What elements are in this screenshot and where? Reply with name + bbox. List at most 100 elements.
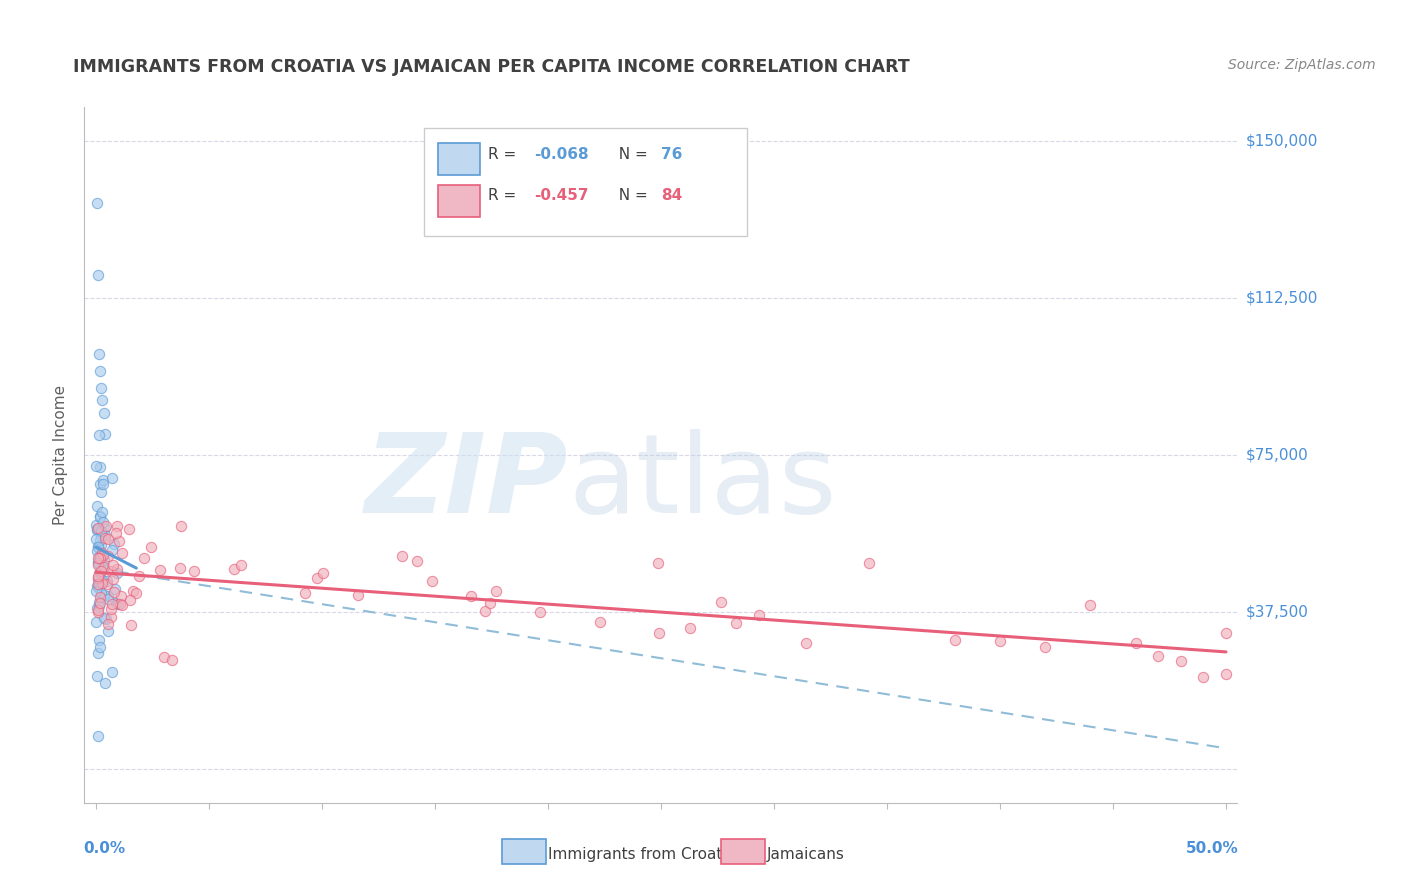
Point xyxy=(86,196,108,211)
Point xyxy=(1170,654,1192,668)
Point xyxy=(87,539,110,553)
Point xyxy=(101,597,124,611)
Text: $112,500: $112,500 xyxy=(1246,290,1317,305)
Point xyxy=(94,521,117,535)
Point xyxy=(97,549,120,563)
Point xyxy=(420,574,443,588)
Point xyxy=(86,458,108,473)
Point xyxy=(391,549,413,563)
Point xyxy=(90,564,112,578)
Point xyxy=(94,531,117,545)
Point xyxy=(312,566,335,581)
Point xyxy=(107,562,129,576)
Point xyxy=(460,589,482,603)
Point xyxy=(101,558,124,573)
Text: 76: 76 xyxy=(661,146,682,161)
Point xyxy=(679,621,702,635)
Text: N =: N = xyxy=(609,188,652,203)
Point xyxy=(647,556,669,570)
Text: Immigrants from Croatia: Immigrants from Croatia xyxy=(548,847,735,862)
Point xyxy=(90,504,112,518)
Point xyxy=(90,524,112,538)
Point xyxy=(89,596,111,610)
Point xyxy=(94,519,117,533)
Point xyxy=(87,594,110,608)
Point xyxy=(87,573,110,587)
Point xyxy=(97,617,120,632)
Point xyxy=(86,523,108,537)
Point xyxy=(87,428,110,442)
Point xyxy=(100,543,122,558)
Text: 0.0%: 0.0% xyxy=(83,841,125,856)
Point xyxy=(89,533,111,547)
Point xyxy=(87,603,110,617)
Point xyxy=(120,617,142,632)
Point xyxy=(87,268,110,282)
Point xyxy=(90,576,112,591)
Point xyxy=(294,585,316,599)
Point xyxy=(1215,626,1237,640)
Point xyxy=(169,561,191,575)
Point xyxy=(104,582,127,597)
Point xyxy=(1147,649,1170,664)
Text: -0.068: -0.068 xyxy=(534,146,589,161)
Point xyxy=(108,598,131,612)
Point xyxy=(1078,598,1101,612)
Point xyxy=(152,649,174,664)
Point xyxy=(87,605,110,619)
Point xyxy=(125,586,148,600)
Point xyxy=(93,611,115,625)
Point xyxy=(89,549,111,563)
Text: $75,000: $75,000 xyxy=(1246,448,1309,462)
Point xyxy=(89,460,111,475)
Point xyxy=(589,615,612,629)
Point xyxy=(86,668,108,682)
Text: N =: N = xyxy=(609,146,652,161)
Point xyxy=(89,590,111,604)
Point xyxy=(134,550,156,565)
Point xyxy=(87,540,110,554)
Point xyxy=(97,591,120,606)
Point xyxy=(100,610,122,624)
Point xyxy=(86,600,108,615)
Point xyxy=(87,646,110,660)
Point xyxy=(87,521,110,535)
Point xyxy=(86,518,108,533)
Point xyxy=(170,519,193,533)
Point xyxy=(90,586,112,600)
Point xyxy=(91,562,114,576)
Point xyxy=(89,599,111,614)
Point xyxy=(183,564,205,578)
Text: atlas: atlas xyxy=(568,429,837,536)
Point xyxy=(118,522,141,536)
Point xyxy=(120,593,142,607)
Point xyxy=(748,608,770,623)
Point xyxy=(229,558,252,573)
Point xyxy=(86,533,108,547)
Point xyxy=(87,347,110,361)
Point xyxy=(101,665,124,680)
Point xyxy=(1033,640,1056,654)
Point xyxy=(794,636,817,650)
Point xyxy=(87,541,110,556)
Point xyxy=(90,485,112,500)
Y-axis label: Per Capita Income: Per Capita Income xyxy=(53,384,69,525)
Point xyxy=(108,533,131,548)
Point xyxy=(97,624,120,639)
Point xyxy=(96,577,118,591)
Text: -0.457: -0.457 xyxy=(534,188,589,203)
Text: IMMIGRANTS FROM CROATIA VS JAMAICAN PER CAPITA INCOME CORRELATION CHART: IMMIGRANTS FROM CROATIA VS JAMAICAN PER … xyxy=(73,58,910,77)
Point xyxy=(90,381,112,395)
Point xyxy=(111,545,134,559)
Point xyxy=(87,555,110,569)
Point xyxy=(93,560,115,574)
Point xyxy=(224,562,246,576)
FancyBboxPatch shape xyxy=(425,128,748,235)
Text: 50.0%: 50.0% xyxy=(1185,841,1239,856)
Point xyxy=(100,564,122,578)
Point xyxy=(89,550,111,565)
Point xyxy=(89,578,111,592)
Point xyxy=(91,559,114,574)
FancyBboxPatch shape xyxy=(502,839,546,864)
FancyBboxPatch shape xyxy=(439,185,479,217)
